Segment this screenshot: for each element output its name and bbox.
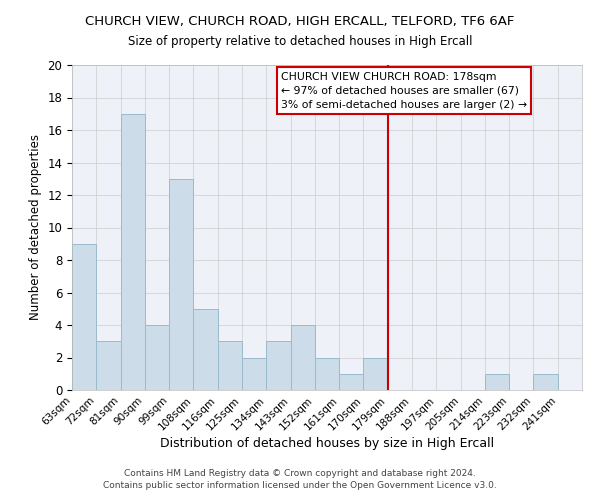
Y-axis label: Number of detached properties: Number of detached properties [29, 134, 42, 320]
Bar [96, 341, 121, 390]
Bar [485, 374, 509, 390]
Bar [193, 308, 218, 390]
Bar [145, 325, 169, 390]
Text: CHURCH VIEW CHURCH ROAD: 178sqm
← 97% of detached houses are smaller (67)
3% of : CHURCH VIEW CHURCH ROAD: 178sqm ← 97% of… [281, 72, 527, 110]
Text: CHURCH VIEW, CHURCH ROAD, HIGH ERCALL, TELFORD, TF6 6AF: CHURCH VIEW, CHURCH ROAD, HIGH ERCALL, T… [85, 15, 515, 28]
Bar [290, 325, 315, 390]
Bar [339, 374, 364, 390]
Bar [242, 358, 266, 390]
Bar [315, 358, 339, 390]
Bar [266, 341, 290, 390]
Bar [533, 374, 558, 390]
Bar [121, 114, 145, 390]
X-axis label: Distribution of detached houses by size in High Ercall: Distribution of detached houses by size … [160, 438, 494, 450]
Bar [218, 341, 242, 390]
Bar [72, 244, 96, 390]
Bar [364, 358, 388, 390]
Text: Contains HM Land Registry data © Crown copyright and database right 2024.
Contai: Contains HM Land Registry data © Crown c… [103, 469, 497, 490]
Text: Size of property relative to detached houses in High Ercall: Size of property relative to detached ho… [128, 35, 472, 48]
Bar [169, 179, 193, 390]
